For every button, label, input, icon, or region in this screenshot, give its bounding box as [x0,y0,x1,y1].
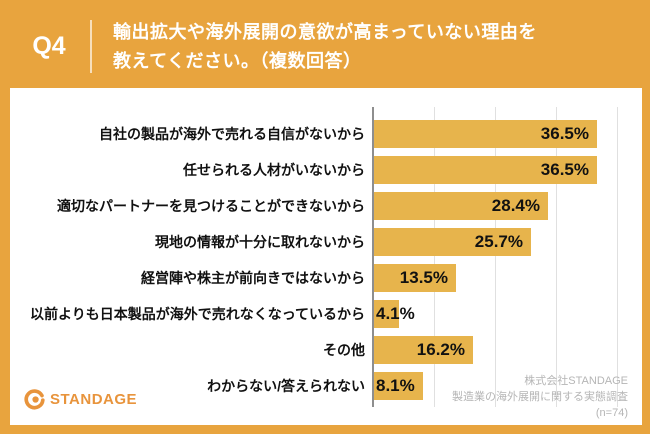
standage-logo: STANDAGE [24,388,137,410]
attribution: 株式会社STANDAGE 製造業の海外展開に関する実態調査 (n=74) [452,373,628,421]
question-number: Q4 [32,32,66,60]
standage-logo-text: STANDAGE [50,390,138,408]
header-divider [90,20,92,73]
standage-logo-icon [24,388,45,410]
attribution-company: 株式会社STANDAGE [524,375,628,387]
question-title: 輸出拡大や海外展開の意欲が高まっていない理由を 教えてください。（複数回答） [113,18,537,76]
question-title-line1: 輸出拡大や海外展開の意欲が高まっていない理由を [113,22,537,42]
attribution-survey: 製造業の海外展開に関する実態調査 [452,391,628,403]
attribution-sample-size: (n=74) [595,407,628,419]
question-title-line2: 教えてください。（複数回答） [113,51,362,71]
question-header: Q4 輸出拡大や海外展開の意欲が高まっていない理由を 教えてください。（複数回答… [0,0,650,88]
